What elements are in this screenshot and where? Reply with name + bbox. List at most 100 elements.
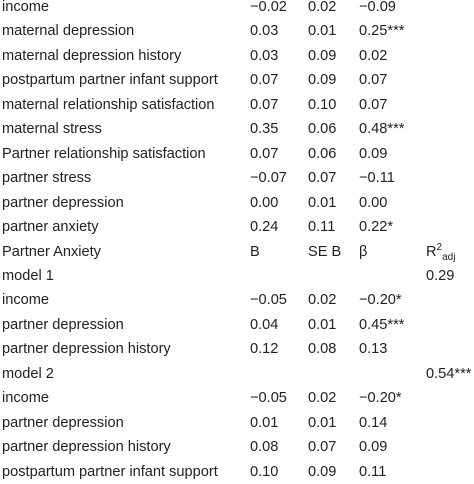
table-row: maternal relationship satisfaction 0.07 0.… — [0, 93, 474, 117]
coef-b: 0.35 — [250, 121, 279, 138]
row-label: Partner relationship satisfaction — [2, 145, 206, 162]
coef-b: −0.05 — [250, 390, 287, 407]
table-header-row: Partner Anxiety B SE B β R2adj — [0, 240, 474, 264]
table-row: model 2 0.54*** — [0, 362, 474, 386]
std-error: 0.09 — [308, 72, 337, 89]
row-label: maternal depression — [2, 23, 135, 40]
table-row: income −0.05 0.02 −0.20* — [0, 288, 474, 312]
beta-value: 0.02 — [359, 47, 388, 64]
std-error: 0.09 — [308, 47, 337, 64]
r2-header-sub: adj — [442, 251, 456, 263]
coef-b: −0.07 — [250, 170, 287, 187]
std-error: 0.01 — [308, 316, 337, 333]
coef-b: 0.03 — [250, 47, 279, 64]
std-error: SE B — [308, 243, 342, 260]
table-row: income −0.02 0.02 −0.09 — [0, 0, 474, 19]
coef-b: 0.08 — [250, 439, 279, 456]
table-row: income −0.05 0.02 −0.20* — [0, 386, 474, 410]
row-label: partner depression — [2, 414, 124, 431]
std-error: 0.10 — [308, 96, 337, 113]
std-error: 0.02 — [308, 292, 337, 309]
coef-b: B — [250, 243, 260, 260]
row-label: model 2 — [2, 365, 54, 382]
table-row: partner anxiety 0.24 0.11 0.22* — [0, 215, 474, 239]
std-error: 0.01 — [308, 414, 337, 431]
coef-b: 0.04 — [250, 316, 279, 333]
table-row: postpartum partner infant support 0.07 0.0… — [0, 68, 474, 92]
row-label: partner depression — [2, 316, 124, 333]
row-label: Partner Anxiety — [2, 243, 101, 260]
table-row: Partner relationship satisfaction 0.07 0.0… — [0, 142, 474, 166]
beta-value: −0.09 — [359, 0, 396, 15]
r2-header-base: R — [426, 243, 437, 260]
std-error: 0.08 — [308, 341, 337, 358]
table-row: maternal stress 0.35 0.06 0.48*** — [0, 117, 474, 141]
row-label: income — [2, 292, 50, 309]
beta-value: 0.09 — [359, 439, 388, 456]
coef-b: 0.10 — [250, 463, 279, 480]
beta-value: 0.13 — [359, 341, 388, 358]
coef-b: 0.07 — [250, 96, 279, 113]
table-row: postpartum partner infant support 0.10 0.0… — [0, 460, 474, 484]
std-error: 0.07 — [308, 170, 337, 187]
std-error: 0.11 — [308, 219, 336, 236]
table-row: partner depression 0.04 0.01 0.45*** — [0, 313, 474, 337]
beta-value: −0.20* — [359, 292, 402, 309]
beta-value: 0.22* — [359, 219, 394, 236]
beta-value: 0.07 — [359, 96, 388, 113]
coef-b: 0.01 — [250, 414, 279, 431]
beta-value: −0.11 — [359, 170, 395, 187]
beta-value: 0.25*** — [359, 23, 405, 40]
std-error: 0.07 — [308, 439, 337, 456]
coef-b: 0.12 — [250, 341, 279, 358]
table-row: partner depression history 0.12 0.08 0.13 — [0, 337, 474, 361]
row-label: partner depression history — [2, 439, 171, 456]
row-label: partner stress — [2, 170, 92, 187]
coef-b: 0.07 — [250, 145, 279, 162]
r2-value: 0.54*** — [426, 365, 472, 382]
table-row: maternal depression 0.03 0.01 0.25*** — [0, 19, 474, 43]
row-label: income — [2, 390, 50, 407]
table-row: maternal depression history 0.03 0.09 0.02 — [0, 44, 474, 68]
coef-b: −0.05 — [250, 292, 287, 309]
beta-value: −0.20* — [359, 390, 402, 407]
row-label: partner depression history — [2, 341, 171, 358]
std-error: 0.06 — [308, 121, 337, 138]
coef-b: 0.00 — [250, 194, 279, 211]
std-error: 0.06 — [308, 145, 337, 162]
std-error: 0.09 — [308, 463, 337, 480]
row-label: partner depression — [2, 194, 124, 211]
row-label: postpartum partner infant support — [2, 463, 218, 480]
beta-value: β — [359, 243, 368, 260]
beta-value: 0.11 — [359, 463, 387, 480]
row-label: model 1 — [2, 267, 54, 284]
std-error: 0.01 — [308, 23, 337, 40]
r2-value: 0.29 — [426, 267, 455, 284]
table-row: partner depression 0.00 0.01 0.00 — [0, 191, 474, 215]
table-row: partner depression history 0.08 0.07 0.09 — [0, 435, 474, 459]
beta-value: 0.45*** — [359, 316, 405, 333]
row-label: partner anxiety — [2, 219, 99, 236]
table-row: partner stress −0.07 0.07 −0.11 — [0, 166, 474, 190]
std-error: 0.01 — [308, 194, 337, 211]
coef-b: 0.07 — [250, 72, 279, 89]
beta-value: 0.07 — [359, 72, 388, 89]
beta-value: 0.48*** — [359, 121, 405, 138]
coef-b: 0.24 — [250, 219, 279, 236]
row-label: maternal relationship satisfaction — [2, 96, 215, 113]
beta-value: 0.09 — [359, 145, 388, 162]
beta-value: 0.00 — [359, 194, 388, 211]
row-label: maternal stress — [2, 121, 102, 138]
table-row: model 1 0.29 — [0, 264, 474, 288]
r2-header-sup: 2 — [436, 241, 443, 253]
r2-adj-header: R2adj — [426, 240, 455, 264]
row-label: income — [2, 0, 50, 15]
coef-b: −0.02 — [250, 0, 287, 15]
beta-value: 0.14 — [359, 414, 388, 431]
row-label: postpartum partner infant support — [2, 72, 218, 89]
table-row: partner depression 0.01 0.01 0.14 — [0, 411, 474, 435]
std-error: 0.02 — [308, 0, 337, 15]
row-label: maternal depression history — [2, 47, 182, 64]
coef-b: 0.03 — [250, 23, 279, 40]
